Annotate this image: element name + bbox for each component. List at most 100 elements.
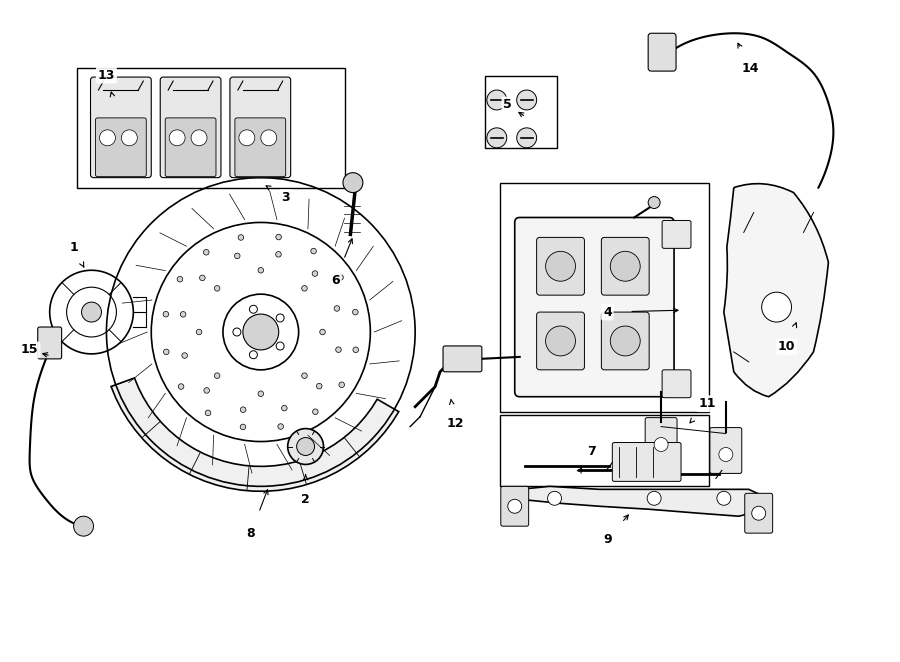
Circle shape xyxy=(191,130,207,146)
Circle shape xyxy=(610,326,640,356)
Circle shape xyxy=(719,448,733,461)
Circle shape xyxy=(353,347,358,353)
Circle shape xyxy=(278,424,284,430)
Circle shape xyxy=(233,328,241,336)
Circle shape xyxy=(235,253,240,259)
Circle shape xyxy=(276,314,284,322)
Circle shape xyxy=(487,128,507,148)
Text: 13: 13 xyxy=(98,69,115,81)
Circle shape xyxy=(180,312,186,317)
FancyBboxPatch shape xyxy=(500,414,709,487)
Circle shape xyxy=(545,252,575,281)
Circle shape xyxy=(182,353,187,358)
Circle shape xyxy=(317,383,322,389)
Circle shape xyxy=(74,516,94,536)
Circle shape xyxy=(214,285,220,291)
Circle shape xyxy=(196,329,202,335)
FancyBboxPatch shape xyxy=(515,218,674,397)
Circle shape xyxy=(163,311,168,317)
Circle shape xyxy=(288,428,323,465)
FancyBboxPatch shape xyxy=(601,238,649,295)
Circle shape xyxy=(761,292,792,322)
Text: 9: 9 xyxy=(603,533,612,545)
Circle shape xyxy=(610,252,640,281)
FancyBboxPatch shape xyxy=(648,33,676,71)
Circle shape xyxy=(100,130,115,146)
FancyBboxPatch shape xyxy=(38,327,61,359)
PathPatch shape xyxy=(509,487,764,516)
Circle shape xyxy=(249,351,257,359)
Circle shape xyxy=(334,306,339,311)
Circle shape xyxy=(205,410,211,416)
FancyBboxPatch shape xyxy=(745,493,772,533)
Circle shape xyxy=(302,373,307,379)
Text: 10: 10 xyxy=(778,340,796,354)
Circle shape xyxy=(258,267,264,273)
FancyBboxPatch shape xyxy=(500,183,709,412)
Text: 4: 4 xyxy=(603,306,612,318)
FancyBboxPatch shape xyxy=(95,118,147,177)
Circle shape xyxy=(177,277,183,282)
Circle shape xyxy=(275,252,282,257)
FancyBboxPatch shape xyxy=(230,77,291,177)
Text: 6: 6 xyxy=(331,273,340,287)
Text: 7: 7 xyxy=(587,445,596,458)
Circle shape xyxy=(276,342,284,350)
Text: 12: 12 xyxy=(446,417,464,430)
FancyBboxPatch shape xyxy=(76,68,346,187)
Circle shape xyxy=(338,275,343,280)
FancyBboxPatch shape xyxy=(645,418,677,463)
Circle shape xyxy=(717,491,731,505)
Text: 8: 8 xyxy=(247,527,256,540)
Text: 3: 3 xyxy=(282,191,290,204)
Circle shape xyxy=(545,326,575,356)
Text: 11: 11 xyxy=(698,397,716,410)
Circle shape xyxy=(261,130,276,146)
FancyBboxPatch shape xyxy=(91,77,151,177)
Circle shape xyxy=(282,405,287,411)
Circle shape xyxy=(343,173,363,193)
PathPatch shape xyxy=(724,183,828,397)
Circle shape xyxy=(240,424,246,430)
FancyBboxPatch shape xyxy=(485,76,556,148)
Circle shape xyxy=(336,347,341,352)
Circle shape xyxy=(310,248,317,254)
Circle shape xyxy=(169,130,185,146)
Text: 15: 15 xyxy=(21,344,39,356)
FancyBboxPatch shape xyxy=(536,312,584,370)
FancyBboxPatch shape xyxy=(235,118,285,177)
FancyBboxPatch shape xyxy=(662,370,691,398)
Circle shape xyxy=(238,130,255,146)
FancyBboxPatch shape xyxy=(443,346,482,372)
Circle shape xyxy=(547,491,562,505)
Circle shape xyxy=(320,329,325,335)
Circle shape xyxy=(178,384,184,389)
Circle shape xyxy=(82,302,102,322)
Circle shape xyxy=(164,349,169,355)
Circle shape xyxy=(517,128,536,148)
FancyBboxPatch shape xyxy=(710,428,742,473)
FancyBboxPatch shape xyxy=(612,442,681,481)
Circle shape xyxy=(647,491,662,505)
Circle shape xyxy=(312,271,318,276)
Circle shape xyxy=(240,407,246,412)
Circle shape xyxy=(312,409,318,414)
FancyBboxPatch shape xyxy=(601,312,649,370)
Circle shape xyxy=(517,90,536,110)
Circle shape xyxy=(249,305,257,313)
Circle shape xyxy=(487,90,507,110)
PathPatch shape xyxy=(111,378,399,491)
Text: 1: 1 xyxy=(69,241,78,254)
Circle shape xyxy=(353,309,358,315)
Text: 5: 5 xyxy=(503,99,512,111)
Circle shape xyxy=(238,235,244,240)
Circle shape xyxy=(214,373,220,379)
Circle shape xyxy=(654,438,668,451)
Circle shape xyxy=(752,506,766,520)
Circle shape xyxy=(297,438,315,455)
FancyBboxPatch shape xyxy=(500,487,528,526)
Text: 14: 14 xyxy=(742,62,760,75)
FancyBboxPatch shape xyxy=(662,220,691,248)
Circle shape xyxy=(258,391,264,397)
Circle shape xyxy=(204,388,210,393)
